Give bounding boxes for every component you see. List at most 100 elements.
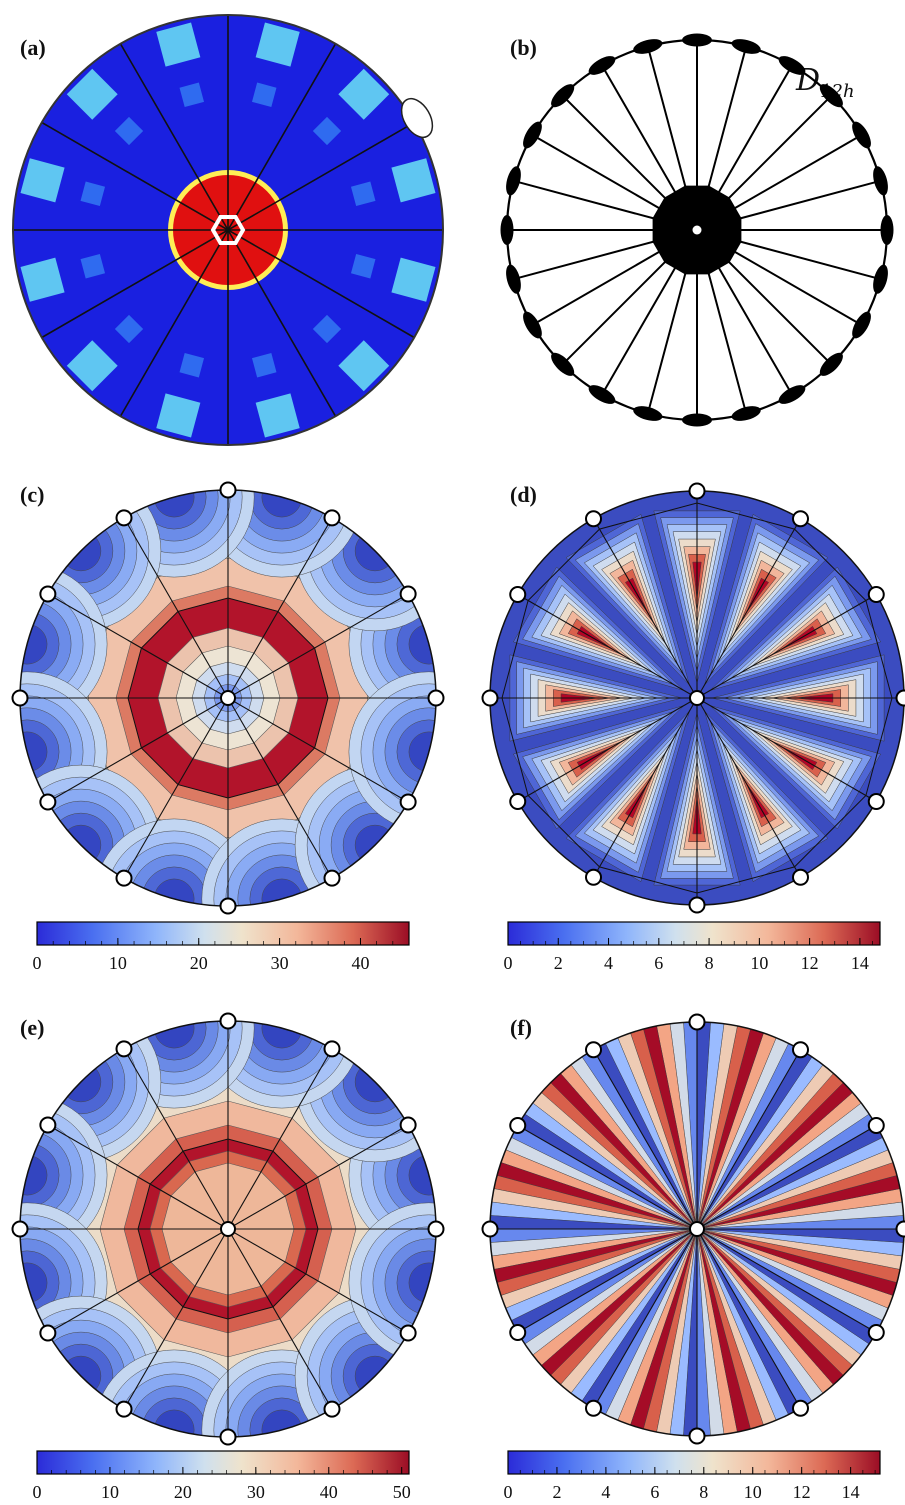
axis-marker — [219, 897, 237, 915]
twofold-lens — [506, 264, 521, 294]
great-circle-lines — [13, 15, 443, 445]
twofold-axis-line — [724, 257, 833, 366]
axis-marker — [11, 1220, 29, 1238]
twofold-lens — [523, 121, 542, 149]
twofold-axis-line — [513, 239, 659, 281]
symmetry-line — [517, 594, 698, 699]
symmetry-line — [47, 697, 229, 803]
axis-marker — [792, 1041, 809, 1059]
axis-marker — [509, 793, 527, 810]
twofold-lens — [682, 33, 712, 47]
symmetry-line — [227, 517, 333, 699]
center-marker — [220, 1221, 236, 1237]
great-circle-lines — [20, 1021, 436, 1437]
twofold-lens — [633, 39, 663, 54]
intensity-blob — [251, 352, 277, 378]
colorbar-tick-label: 6 — [654, 953, 663, 973]
axis-marker — [115, 509, 133, 527]
contour-fill — [490, 1022, 904, 1436]
axis-marker — [39, 1324, 57, 1342]
colorbar-tick-label: 6 — [650, 1482, 659, 1502]
twofold-lens — [873, 264, 888, 294]
symmetry-line — [227, 1048, 333, 1230]
panel-label-f: (f) — [510, 1015, 532, 1040]
colorbar-tick-label: 10 — [744, 1482, 762, 1502]
colorbar-c: 0 10 20 30 40 — [33, 921, 410, 973]
axis-marker — [39, 1116, 57, 1134]
colorbar-tick-label: 10 — [750, 953, 768, 973]
symmetry-line — [696, 1228, 877, 1333]
panel-label-a: (a) — [20, 35, 46, 60]
center-marker — [220, 690, 236, 706]
intensity-blob — [179, 352, 205, 378]
panel-b: (b) D12h — [500, 33, 894, 427]
panel-c: (c) — [11, 481, 445, 915]
colorbar-tick-label: 20 — [174, 1482, 192, 1502]
symmetry-line — [227, 697, 409, 803]
intensity-blob — [20, 158, 65, 203]
twofold-lens — [852, 311, 871, 339]
intensity-blob — [255, 393, 300, 438]
panel-label-d: (d) — [510, 482, 537, 507]
symmetry-line — [517, 1228, 698, 1333]
twofold-axis-line — [716, 64, 793, 196]
axis-marker — [867, 793, 885, 810]
twofold-axis-line — [724, 94, 833, 203]
twofold-lens — [551, 352, 575, 376]
axis-marker — [399, 793, 417, 811]
twofold-lens — [588, 56, 616, 75]
twofold-lens — [523, 311, 542, 339]
twofold-lens — [551, 84, 575, 108]
axis-marker — [219, 481, 237, 499]
twofold-lens — [880, 215, 894, 245]
axis-marker — [323, 1400, 341, 1418]
axis-markers — [481, 1013, 905, 1445]
twofold-lens — [506, 166, 521, 196]
oval-marker — [400, 97, 434, 139]
panel-label-b: (b) — [510, 35, 537, 60]
colorbar-tick-label: 0 — [33, 953, 42, 973]
intensity-blob — [80, 181, 106, 207]
axis-marker — [219, 1428, 237, 1446]
intensity-blob — [66, 68, 118, 120]
symmetry-line — [41, 121, 415, 339]
axis-marker — [323, 509, 341, 527]
axis-markers — [11, 1012, 445, 1446]
axis-marker — [867, 586, 885, 603]
axis-marker — [115, 869, 133, 887]
axis-marker — [427, 1220, 445, 1238]
intensity-blob — [255, 22, 300, 67]
colorbar-d: 0 2 4 6 8 10 12 14 — [504, 921, 881, 973]
axis-marker — [688, 1013, 706, 1031]
colorbar-gradient — [36, 921, 410, 946]
intensity-blob — [312, 314, 342, 344]
colorbar-tick-label: 14 — [851, 953, 869, 973]
twofold-axis-line — [731, 134, 863, 211]
twofold-lens — [500, 215, 514, 245]
axis-marker — [792, 868, 809, 886]
panel-d: (d) — [481, 482, 905, 914]
twofold-lens — [682, 413, 712, 427]
symmetry-line — [47, 593, 229, 699]
colorbar-tick-label: 0 — [504, 1482, 513, 1502]
intensity-blob — [350, 253, 376, 279]
axis-marker — [481, 1220, 499, 1238]
twofold-lens — [633, 406, 663, 421]
symmetry-line — [696, 1049, 801, 1230]
axis-marker — [115, 1040, 133, 1058]
colorbar-tick-label: 12 — [801, 953, 819, 973]
panel-label-c: (c) — [20, 482, 44, 507]
colorbar-tick-label: 8 — [699, 1482, 708, 1502]
axis-marker — [867, 1117, 885, 1134]
symmetry-line — [123, 1048, 229, 1230]
axis-marker — [323, 1040, 341, 1058]
twofold-lens — [588, 385, 616, 404]
intensity-blob — [20, 257, 65, 302]
mirror-center-dot — [692, 225, 702, 235]
twofold-axis-line — [706, 268, 748, 414]
axis-marker — [399, 585, 417, 603]
great-circle-ring — [137, 1138, 319, 1320]
axis-marker — [895, 1220, 905, 1238]
axis-marker — [115, 1400, 133, 1418]
axis-marker — [585, 868, 602, 886]
